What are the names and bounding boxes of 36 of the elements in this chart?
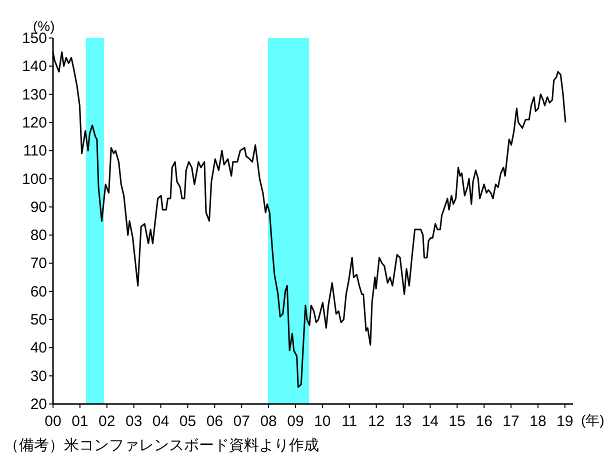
x-tick-label: 15: [448, 413, 466, 430]
x-tick-label: 10: [314, 413, 331, 430]
x-tick-label: 19: [556, 413, 574, 430]
x-tick-label: 16: [476, 413, 492, 430]
x-tick-label: 14: [422, 413, 439, 430]
y-axis-title: (%): [33, 18, 55, 34]
y-tick-label: 40: [30, 340, 47, 357]
x-tick-label: 12: [368, 413, 385, 430]
x-tick-label: 01: [72, 413, 88, 430]
x-tick-label: 13: [394, 413, 412, 430]
y-tick-label: 50: [30, 312, 47, 329]
x-tick-label: 06: [206, 413, 223, 430]
x-tick-label: 17: [502, 413, 520, 430]
y-tick-label: 60: [30, 283, 47, 300]
y-tick-label: 80: [30, 227, 47, 244]
y-tick-label: 130: [22, 86, 47, 104]
y-tick-label: 30: [30, 368, 47, 385]
y-tick-label: 100: [22, 170, 47, 188]
y-tick-label: 120: [22, 114, 47, 132]
x-axis-title: (年): [581, 412, 604, 428]
x-tick-label: 05: [179, 413, 196, 430]
x-tick-label: 00: [44, 413, 62, 430]
x-tick-label: 08: [260, 413, 277, 430]
x-tick-label: 09: [287, 413, 304, 430]
y-tick-label: 90: [30, 198, 47, 216]
x-tick-label: 02: [98, 413, 116, 430]
x-tick-label: 03: [125, 413, 142, 430]
x-tick-label: 18: [530, 413, 546, 430]
y-tick-label: 70: [30, 255, 47, 272]
x-tick-label: 04: [152, 413, 170, 430]
x-tick-label: 07: [233, 413, 250, 430]
y-tick-label: 110: [23, 142, 47, 160]
y-tick-label: 140: [22, 58, 47, 76]
x-tick-label: 11: [342, 413, 358, 430]
text: （備考）米コンファレンスボード資料より作成: [4, 437, 319, 454]
y-tick-label: 20: [30, 396, 47, 413]
